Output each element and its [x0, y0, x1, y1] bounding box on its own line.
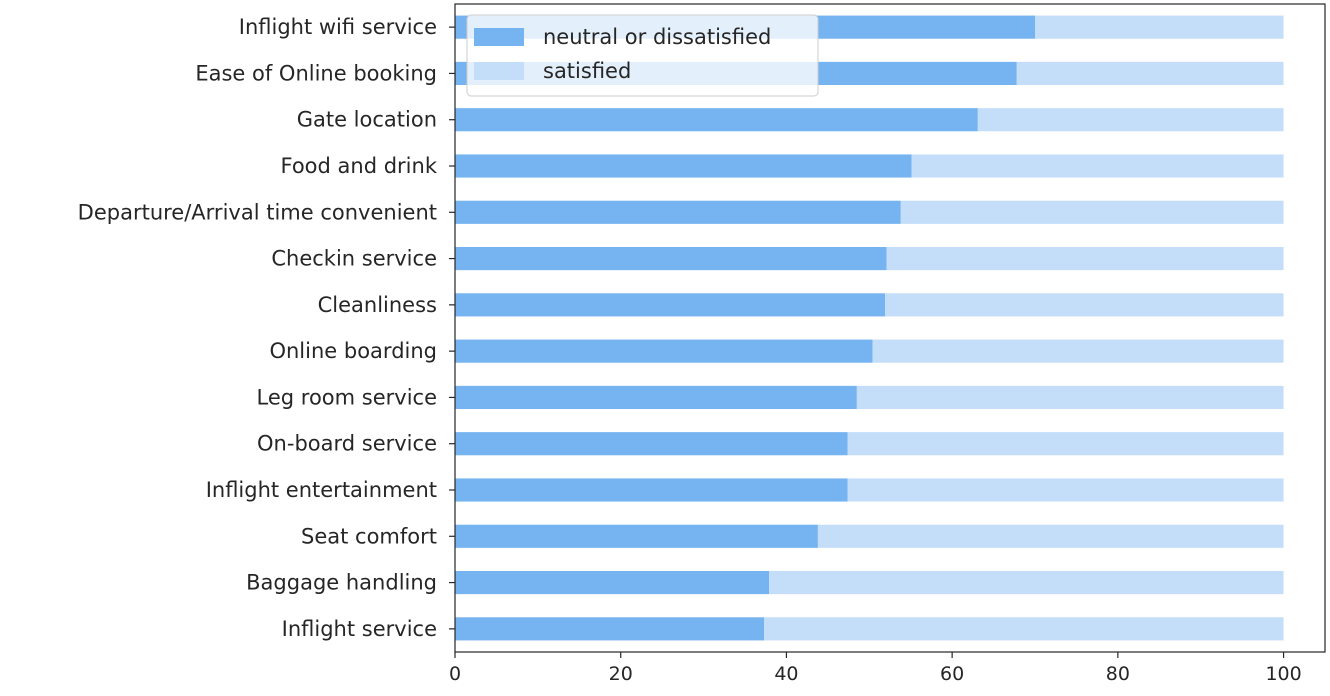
bar-neutral-or-dissatisfied-food-and-drink — [455, 154, 912, 178]
bar-satisfied-ease-of-online-booking — [1016, 61, 1284, 85]
bar-satisfied-baggage-handling — [769, 571, 1284, 595]
plot-frame — [454, 3, 1326, 653]
category-label-leg-room-service: Leg room service — [257, 385, 437, 409]
category-label-gate-location: Gate location — [297, 108, 437, 132]
bar-satisfied-inflight-service — [764, 617, 1284, 641]
bar-satisfied-food-and-drink — [911, 154, 1284, 178]
category-label-baggage-handling: Baggage handling — [246, 571, 437, 595]
bar-neutral-or-dissatisfied-checkin-service — [455, 247, 887, 271]
bar-neutral-or-dissatisfied-cleanliness — [455, 293, 886, 317]
category-label-inflight-wifi-service: Inflight wifi service — [239, 15, 437, 39]
category-label-departure-arrival-time-convenient: Departure/Arrival time convenient — [78, 200, 437, 224]
legend-swatch-neutral-or-dissatisfied — [474, 28, 524, 46]
x-axis-ticks: 0 20 40 60 80 100 — [449, 652, 1302, 685]
x-tick-label-0: 0 — [449, 663, 461, 685]
bar-neutral-or-dissatisfied-inflight-entertainment — [455, 478, 848, 502]
bar-neutral-or-dissatisfied-departure-arrival-time-convenient — [455, 200, 901, 224]
bar-satisfied-departure-arrival-time-convenient — [900, 200, 1284, 224]
bar-satisfied-inflight-entertainment — [847, 478, 1284, 502]
bar-satisfied-on-board-service — [847, 432, 1284, 456]
category-label-online-boarding: Online boarding — [269, 339, 437, 363]
category-label-inflight-service: Inflight service — [282, 617, 437, 641]
bar-neutral-or-dissatisfied-gate-location — [455, 108, 978, 132]
bar-neutral-or-dissatisfied-seat-comfort — [455, 524, 818, 548]
category-label-checkin-service: Checkin service — [271, 247, 437, 271]
legend-label-satisfied: satisfied — [543, 59, 631, 83]
category-label-inflight-entertainment: Inflight entertainment — [206, 478, 437, 502]
legend: neutral or dissatisfied satisfied — [466, 14, 819, 97]
legend-label-neutral-or-dissatisfied: neutral or dissatisfied — [543, 25, 771, 49]
bar-satisfied-leg-room-service — [856, 385, 1284, 409]
x-tick-label-40: 40 — [774, 663, 798, 685]
x-tick-label-60: 60 — [940, 663, 964, 685]
bar-neutral-or-dissatisfied-baggage-handling — [455, 571, 770, 595]
x-tick-label-80: 80 — [1106, 663, 1130, 685]
bar-satisfied-cleanliness — [885, 293, 1284, 317]
bars-layer — [455, 15, 1284, 641]
bar-satisfied-gate-location — [977, 108, 1284, 132]
legend-swatch-satisfied — [474, 62, 524, 80]
bar-satisfied-checkin-service — [886, 247, 1284, 271]
bar-neutral-or-dissatisfied-leg-room-service — [455, 385, 857, 409]
category-label-ease-of-online-booking: Ease of Online booking — [195, 61, 437, 85]
bar-satisfied-seat-comfort — [817, 524, 1284, 548]
category-labels: Inflight wifi service Ease of Online book… — [78, 15, 455, 641]
bar-neutral-or-dissatisfied-online-boarding — [455, 339, 873, 363]
bar-satisfied-online-boarding — [872, 339, 1284, 363]
x-tick-label-20: 20 — [609, 663, 633, 685]
bar-neutral-or-dissatisfied-on-board-service — [455, 432, 848, 456]
legend-box — [466, 14, 819, 97]
bar-satisfied-inflight-wifi-service — [1035, 15, 1284, 39]
bar-neutral-or-dissatisfied-inflight-service — [455, 617, 765, 641]
category-label-cleanliness: Cleanliness — [318, 293, 437, 317]
category-label-seat-comfort: Seat comfort — [301, 524, 437, 548]
x-tick-label-100: 100 — [1265, 663, 1301, 685]
category-label-on-board-service: On-board service — [257, 432, 437, 456]
category-label-food-and-drink: Food and drink — [281, 154, 438, 178]
